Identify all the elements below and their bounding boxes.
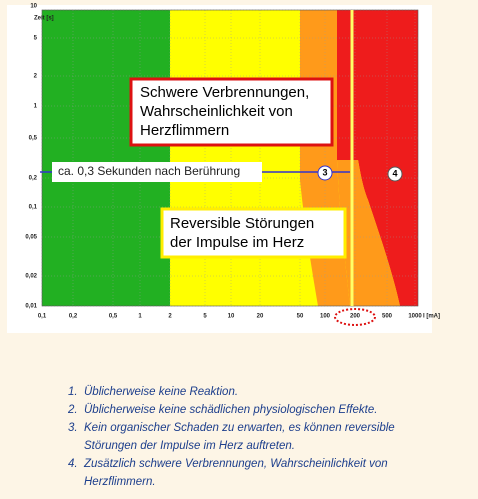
x-tick-label: 5 bbox=[203, 314, 207, 320]
severe-text: Schwere Verbrennungen, bbox=[140, 84, 309, 101]
plot-frame bbox=[41, 9, 419, 307]
x-tick-label: 1 bbox=[138, 314, 142, 320]
x-tick-label: 500 bbox=[382, 314, 393, 320]
y-tick-label: 5 bbox=[34, 36, 38, 42]
severe-text: Herzflimmern bbox=[140, 122, 229, 139]
list-text: Störungen der Impulse im Herz auftreten. bbox=[84, 440, 295, 452]
x-tick-label: 0,5 bbox=[109, 314, 118, 320]
zone-marker bbox=[317, 165, 333, 181]
list-text: Üblicherweise keine schädlichen physiolo… bbox=[84, 404, 378, 416]
y-tick-label: 0,5 bbox=[29, 136, 38, 142]
x-axis-title: I [mA] bbox=[423, 314, 440, 320]
severe-text: Wahrscheinlichkeit von bbox=[140, 103, 293, 120]
highlight-ellipse bbox=[334, 308, 376, 326]
list-text: Zusätzlich schwere Verbrennungen, Wahrsc… bbox=[84, 458, 388, 470]
y-tick-label: 0,02 bbox=[25, 274, 37, 280]
list-marker: 3. bbox=[68, 422, 78, 434]
list-text: Üblicherweise keine Reaktion. bbox=[84, 386, 239, 398]
y-tick-label: 1 bbox=[34, 104, 38, 110]
x-tick-label: 0,2 bbox=[69, 314, 78, 320]
x-tick-label: 100 bbox=[320, 314, 331, 320]
figure: ca. 0,3 Sekunden nach Berührung 3 4 Schw… bbox=[7, 4, 440, 333]
x-tick-label: 200 bbox=[350, 314, 361, 320]
x-tick-label: 0,1 bbox=[38, 314, 47, 320]
list-marker: 4. bbox=[68, 458, 78, 470]
list-text: Herzflimmern. bbox=[84, 476, 156, 488]
x-tick-label: 50 bbox=[297, 314, 304, 320]
y-tick-label: 0,2 bbox=[29, 176, 38, 182]
x-tick-label: 1000 bbox=[408, 314, 422, 320]
zone-marker-label: 4 bbox=[392, 168, 397, 178]
x-tick-label: 10 bbox=[228, 314, 235, 320]
y-tick-label: 2 bbox=[34, 74, 38, 80]
reversible-box bbox=[160, 207, 347, 259]
list-marker: 1. bbox=[68, 386, 78, 398]
list-marker: 2. bbox=[68, 404, 78, 416]
time-label: ca. 0,3 Sekunden nach Berührung bbox=[58, 164, 240, 178]
y-tick-label: 0,01 bbox=[25, 304, 37, 310]
x-tick-label: 20 bbox=[257, 314, 264, 320]
y-tick-label: 0,05 bbox=[25, 235, 37, 241]
y-axis-title: Zeit [s] bbox=[34, 16, 54, 22]
zone-4 bbox=[337, 10, 418, 306]
zone-marker bbox=[387, 166, 403, 182]
time-label-box bbox=[52, 162, 262, 182]
x-tick-label: 2 bbox=[168, 314, 172, 320]
reversible-text: Reversible Störungen bbox=[170, 215, 314, 232]
y-tick-label: 10 bbox=[30, 4, 37, 10]
list-text: Kein organischer Schaden zu erwarten, es… bbox=[84, 422, 395, 434]
zone-1 bbox=[42, 10, 170, 306]
zone-marker-label: 3 bbox=[322, 167, 327, 177]
reversible-text: der Impulse im Herz bbox=[170, 234, 304, 251]
y-tick-label: 0,1 bbox=[29, 205, 38, 211]
severe-box bbox=[129, 77, 334, 147]
